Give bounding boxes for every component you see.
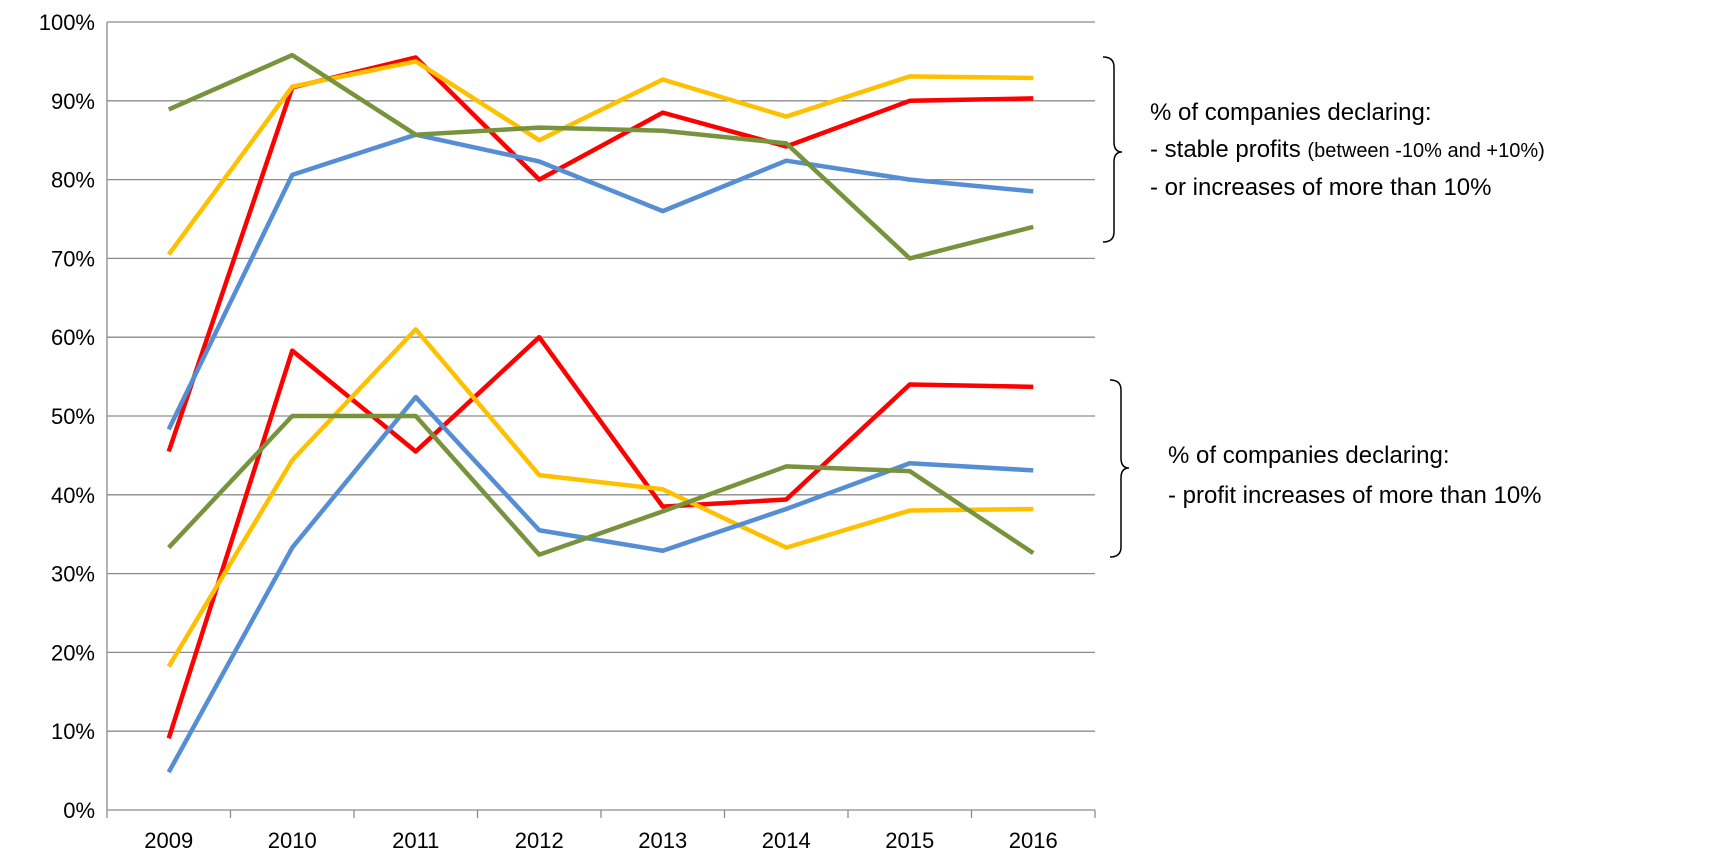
x-tick-label: 2011 <box>392 828 439 852</box>
x-tick-label: 2014 <box>762 828 811 852</box>
x-tick-label: 2009 <box>144 828 193 852</box>
annotation-lower: % of companies declaring: - profit incre… <box>1109 379 1542 558</box>
annotation-text: % of companies declaring: <box>1168 442 1449 469</box>
bracket <box>1102 56 1123 243</box>
y-tick-label: 0% <box>63 798 95 823</box>
x-tick-label: 2012 <box>515 828 564 852</box>
data-line <box>166 132 1034 431</box>
y-tick-label: 20% <box>51 640 95 665</box>
x-tick-label: 2016 <box>1009 828 1058 852</box>
annotation-text: - profit increases of more than 10% <box>1168 482 1542 509</box>
data-line <box>166 334 1034 739</box>
annotation-upper: % of companies declaring: - stable profi… <box>1102 56 1545 243</box>
annotation-text: - stable profits <box>1150 136 1301 163</box>
y-tick-label: 10% <box>51 719 95 744</box>
annotation-text: % of companies declaring: <box>1150 99 1431 126</box>
x-tick-label: 2010 <box>268 828 317 852</box>
y-tick-label: 100% <box>39 10 95 35</box>
y-tick-label: 50% <box>51 404 95 429</box>
y-tick-label: 60% <box>51 325 95 350</box>
y-tick-label: 80% <box>51 168 95 193</box>
y-tick-label: 40% <box>51 483 95 508</box>
data-line <box>167 413 1035 557</box>
annotation-text: - or increases of more than 10% <box>1150 174 1492 201</box>
annotation-note: (between -10% and +10%) <box>1307 140 1544 162</box>
y-tick-label: 90% <box>51 89 95 114</box>
y-tick-label: 70% <box>51 246 95 271</box>
annotation-text: - stable profits (between -10% and +10%) <box>1150 136 1545 163</box>
bracket <box>1109 379 1130 558</box>
y-tick-label: 30% <box>51 562 95 587</box>
data-line <box>166 327 1034 668</box>
data-line <box>166 59 1034 256</box>
x-tick-label: 2015 <box>885 828 934 852</box>
data-line <box>167 52 1034 261</box>
x-tick-label: 2013 <box>638 828 687 852</box>
